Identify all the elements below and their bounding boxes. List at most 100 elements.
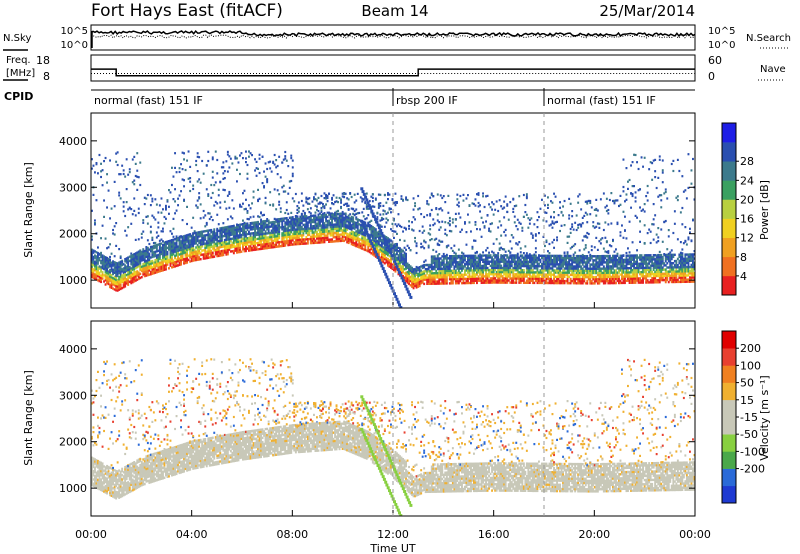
echo-cell <box>424 263 427 267</box>
echo-cell <box>522 281 525 284</box>
echo-cell <box>471 271 474 274</box>
echo-scatter <box>225 207 228 210</box>
echo-cell <box>314 229 317 232</box>
echo-scatter <box>140 236 143 239</box>
echo-cell <box>213 240 216 244</box>
echo-cell <box>486 275 489 278</box>
echo-cell <box>143 266 146 269</box>
echo-scatter <box>106 206 109 209</box>
echo-cell <box>509 264 512 268</box>
echo-scatter <box>402 230 405 233</box>
echo-scatter <box>232 207 235 210</box>
echo-cell <box>376 248 379 251</box>
echo-cell <box>429 263 432 267</box>
echo-cell <box>417 266 420 270</box>
echo-scatter <box>171 183 173 187</box>
echo-cell <box>116 287 119 290</box>
echo-cell <box>536 271 539 274</box>
echo-cell <box>525 256 528 259</box>
echo-cell <box>544 260 546 264</box>
echo-cell <box>393 250 395 253</box>
echo-cell <box>317 224 320 228</box>
echo-scatter <box>538 232 540 235</box>
echo-cell <box>204 244 207 247</box>
echo-scatter <box>152 216 155 219</box>
echo-cell <box>198 235 201 238</box>
echo-scatter <box>548 252 551 255</box>
echo-cell <box>453 265 456 268</box>
echo-cell <box>183 243 186 246</box>
echo-scatter <box>240 205 243 208</box>
echo-cell <box>575 271 578 274</box>
echo-cell <box>228 233 231 237</box>
echo-scatter <box>296 215 299 218</box>
echo-cell <box>480 271 483 274</box>
echo-cell <box>507 264 510 268</box>
echo-cell <box>288 239 291 242</box>
echo-cell <box>456 273 459 277</box>
echo-cell <box>92 270 95 273</box>
echo-cell <box>513 258 516 261</box>
echo-cell <box>293 226 296 229</box>
echo-cell <box>299 230 302 233</box>
echo-cell <box>201 243 204 246</box>
echo-cell <box>290 241 293 244</box>
echo-cell <box>116 278 119 282</box>
echo-cell <box>356 230 359 234</box>
echo-scatter <box>483 225 486 228</box>
echo-cell <box>269 238 272 241</box>
echo-scatter <box>572 244 575 247</box>
echo-cell <box>313 220 315 224</box>
echo-scatter <box>134 174 137 178</box>
echo-scatter <box>578 193 581 196</box>
echo-cell <box>172 240 175 243</box>
echo-cell <box>439 271 442 275</box>
echo-cell <box>341 212 344 215</box>
echo-cell <box>462 254 465 258</box>
echo-cell <box>219 231 222 234</box>
echo-cell <box>578 257 581 260</box>
echo-cell <box>229 227 232 230</box>
echo-scatter <box>349 213 352 216</box>
echo-cell <box>152 265 155 269</box>
echo-scatter <box>198 196 201 199</box>
echo-cell <box>515 273 518 276</box>
echo-scatter <box>474 239 477 242</box>
echo-cell <box>494 260 497 263</box>
echo-cell <box>190 243 193 246</box>
echo-scatter <box>103 199 106 202</box>
echo-cell <box>297 242 300 246</box>
echo-cell <box>180 242 183 245</box>
echo-cell <box>226 242 229 245</box>
echo-cell <box>239 240 241 243</box>
freq-label-line1: Freq. <box>6 55 31 66</box>
noise-right-tick-bottom: 10^0 <box>708 40 735 51</box>
echo-scatter <box>184 168 187 172</box>
echo-scatter <box>483 226 486 229</box>
echo-cell <box>165 247 167 250</box>
echo-scatter <box>580 223 583 226</box>
echo-cell <box>125 269 128 273</box>
echo-scatter <box>451 221 454 224</box>
echo-cell <box>94 273 96 276</box>
echo-cell <box>518 281 521 284</box>
echo-cell <box>163 251 166 255</box>
echo-scatter <box>467 194 469 197</box>
echo-cell <box>186 259 189 262</box>
echo-cell <box>163 241 166 244</box>
echo-cell <box>492 270 495 274</box>
echo-cell <box>130 254 133 258</box>
echo-cell <box>476 271 478 274</box>
echo-cell <box>462 273 465 276</box>
echo-cell <box>155 250 158 253</box>
echo-scatter <box>559 229 562 233</box>
echo-cell <box>125 259 128 262</box>
echo-cell <box>347 224 350 228</box>
echo-cell <box>430 265 433 269</box>
echo-scatter <box>296 217 299 220</box>
echo-cell <box>267 236 270 239</box>
echo-cell <box>328 240 331 243</box>
echo-cell <box>347 220 350 224</box>
echo-cell <box>260 220 263 223</box>
echo-cell <box>190 259 193 263</box>
